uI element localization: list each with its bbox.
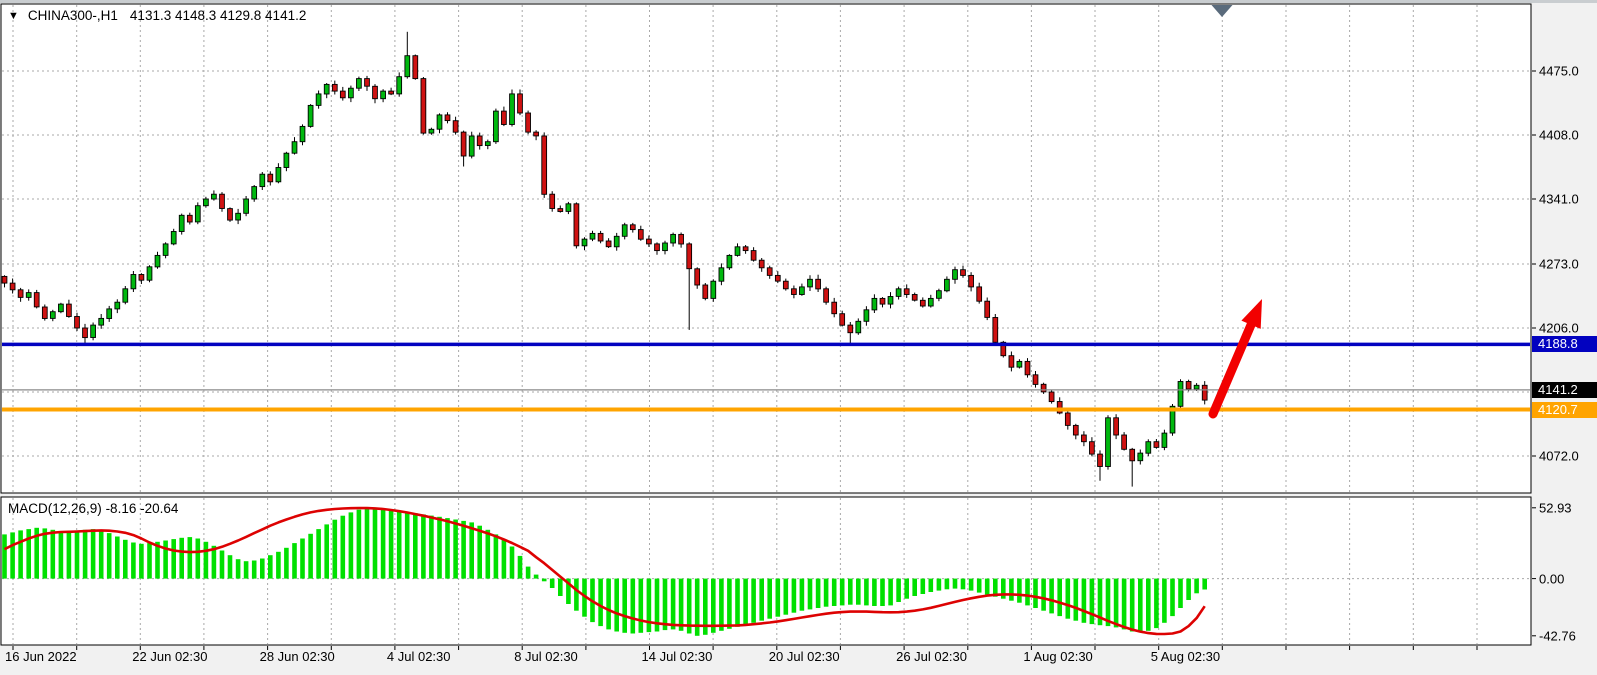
price-badge-current: 4141.2 xyxy=(1532,381,1597,398)
candle-bodies xyxy=(1,55,1208,467)
indicator-label: MACD(12,26,9) -8.16 -20.64 xyxy=(8,501,178,516)
time-axis-label: 8 Jul 02:30 xyxy=(514,649,578,664)
price-axis-label: 4408.0 xyxy=(1539,127,1579,143)
ohlc-readout: 4131.3 4148.3 4129.8 4141.2 xyxy=(129,8,307,23)
time-axis-label: 20 Jul 02:30 xyxy=(768,649,840,664)
price-axis-label: 4273.0 xyxy=(1539,256,1579,272)
macd-axis-label: -42.76 xyxy=(1539,628,1576,644)
macd-signal-line xyxy=(3,506,1206,636)
macd-histogram xyxy=(2,507,1207,636)
time-axis-label: 4 Jul 02:30 xyxy=(386,649,451,664)
time-axis-label: 22 Jun 02:30 xyxy=(132,649,208,664)
macd-axis-label: 0.00 xyxy=(1539,571,1565,587)
panel-frames xyxy=(0,3,1532,646)
time-axis-label: 5 Aug 02:30 xyxy=(1150,649,1221,664)
axis-ticks xyxy=(12,70,1536,650)
time-axis-label: 28 Jun 02:30 xyxy=(259,649,335,664)
macd-axis-label: 52.93 xyxy=(1539,500,1572,516)
time-axis-label: 1 Aug 02:30 xyxy=(1023,649,1093,664)
price-axis-label: 4341.0 xyxy=(1539,191,1579,207)
time-axis-label: 26 Jul 02:30 xyxy=(896,649,967,664)
chart-title: ▼ CHINA300-,H1 4131.3 4148.3 4129.8 4141.2 xyxy=(8,8,306,23)
window-top-edge xyxy=(0,0,1597,3)
symbol-dropdown-icon[interactable]: ▼ xyxy=(8,10,19,22)
price-axis-label: 4072.0 xyxy=(1539,448,1579,464)
price-badge-support: 4120.7 xyxy=(1532,401,1597,418)
price-axis-label: 4475.0 xyxy=(1539,63,1579,79)
indicator-values: -8.16 -20.64 xyxy=(105,501,179,516)
symbol-period-label: CHINA300-,H1 xyxy=(27,8,118,23)
chart-shift-marker-icon[interactable] xyxy=(1211,5,1233,17)
level-lines[interactable] xyxy=(2,342,1530,412)
price-badge-resistance: 4188.8 xyxy=(1532,336,1597,353)
price-axis-label: 4206.0 xyxy=(1539,320,1579,336)
indicator-name: MACD(12,26,9) xyxy=(8,501,102,516)
trend-arrow-annotation[interactable] xyxy=(1208,299,1262,419)
time-axis-label: 16 Jun 2022 xyxy=(5,649,77,664)
time-axis-label: 14 Jul 02:30 xyxy=(641,649,713,664)
